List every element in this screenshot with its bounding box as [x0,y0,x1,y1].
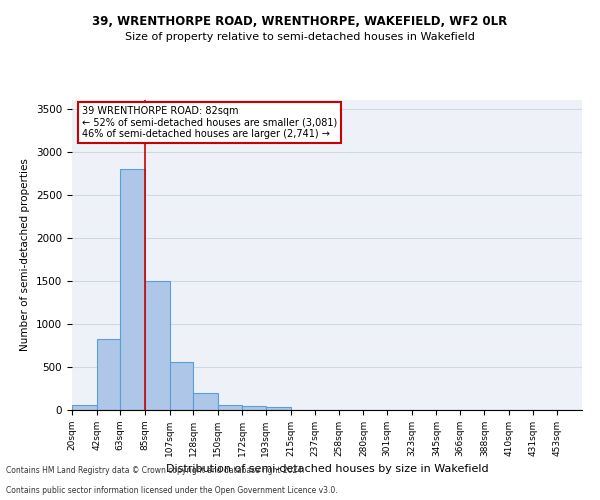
Bar [242,406,266,410]
Text: Contains public sector information licensed under the Open Government Licence v3: Contains public sector information licen… [6,486,338,495]
Bar [170,362,193,410]
X-axis label: Distribution of semi-detached houses by size in Wakefield: Distribution of semi-detached houses by … [166,464,488,474]
Bar [97,338,120,410]
Bar [193,393,218,410]
Bar [120,169,145,410]
Text: 39, WRENTHORPE ROAD, WRENTHORPE, WAKEFIELD, WF2 0LR: 39, WRENTHORPE ROAD, WRENTHORPE, WAKEFIE… [92,15,508,28]
Text: Size of property relative to semi-detached houses in Wakefield: Size of property relative to semi-detach… [125,32,475,42]
Bar [145,281,170,410]
Y-axis label: Number of semi-detached properties: Number of semi-detached properties [20,158,31,352]
Text: Contains HM Land Registry data © Crown copyright and database right 2024.: Contains HM Land Registry data © Crown c… [6,466,305,475]
Text: 39 WRENTHORPE ROAD: 82sqm
← 52% of semi-detached houses are smaller (3,081)
46% : 39 WRENTHORPE ROAD: 82sqm ← 52% of semi-… [82,106,337,140]
Bar [218,405,242,410]
Bar [72,405,97,410]
Bar [266,408,290,410]
